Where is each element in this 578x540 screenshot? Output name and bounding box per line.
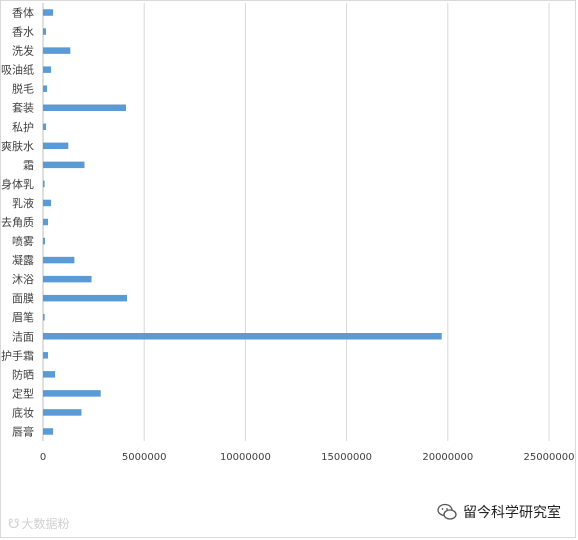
category-label: 防晒 <box>12 367 34 381</box>
bar <box>43 352 49 359</box>
bar <box>43 256 75 264</box>
x-tick-label: 15000000 <box>321 452 372 463</box>
category-label: 定型 <box>12 386 34 400</box>
category-label: 唇膏 <box>12 424 34 438</box>
watermark-right-text: 留今科学研究室 <box>463 505 561 521</box>
bar <box>43 371 56 378</box>
category-label: 香水 <box>12 26 34 39</box>
bar <box>43 237 46 245</box>
category-label: 护手霜 <box>1 348 34 362</box>
category-label: 爽肤水 <box>1 139 34 153</box>
category-label: 凝露 <box>12 253 34 267</box>
category-labels: 香体香水洗发吸油纸脱毛套装私护爽肤水霜身体乳乳液去角质喷雾凝露沐浴面膜眉笔洁面护… <box>1 6 34 439</box>
x-tick-label: 25000000 <box>524 452 575 463</box>
x-tick-label: 10000000 <box>220 452 271 463</box>
bar <box>43 428 54 435</box>
category-label: 洁面 <box>12 330 34 343</box>
watermark-mark-icon: ☋ <box>8 517 20 532</box>
bar <box>43 218 49 226</box>
bar <box>43 180 45 188</box>
category-label: 私护 <box>12 120 34 134</box>
bar <box>43 85 48 92</box>
x-tick-label: 20000000 <box>422 452 473 463</box>
category-label: 脱毛 <box>12 82 34 96</box>
bar <box>43 9 54 16</box>
category-label: 面膜 <box>12 292 34 305</box>
category-label: 眉笔 <box>12 310 34 324</box>
bar <box>43 390 101 397</box>
tick-labels: 0 5000000 10000000 15000000 20000000 25000000 <box>40 452 575 463</box>
category-label: 乳液 <box>12 196 34 210</box>
bar <box>43 199 52 207</box>
category-label: 去角质 <box>1 216 34 229</box>
category-label: 套装 <box>12 102 34 115</box>
x-tick-label: 0 <box>40 452 46 463</box>
bar <box>43 142 69 150</box>
watermark-left: ☋ 大数据粉 <box>8 517 70 532</box>
category-label: 霜 <box>23 159 34 172</box>
category-label: 吸油纸 <box>1 63 34 77</box>
bar <box>43 409 82 416</box>
bar <box>43 123 47 131</box>
category-label: 身体乳 <box>1 177 34 191</box>
bars <box>43 9 442 435</box>
bar <box>43 294 127 302</box>
bar <box>43 47 71 54</box>
bar <box>43 66 52 73</box>
gridlines <box>42 3 550 441</box>
bar <box>43 161 85 169</box>
bar <box>43 28 47 35</box>
category-label: 洗发 <box>12 44 34 58</box>
category-label: 沐浴 <box>12 273 34 286</box>
bar <box>43 313 45 321</box>
category-label: 喷雾 <box>12 235 34 248</box>
wechat-logo-icon <box>437 503 457 520</box>
bar <box>43 333 442 340</box>
category-label: 底妆 <box>12 405 34 419</box>
watermark-right: 留今科学研究室 <box>437 502 561 522</box>
bar <box>43 104 126 111</box>
x-tick-label: 5000000 <box>122 452 167 463</box>
category-label: 香体 <box>12 6 34 20</box>
bar <box>43 275 92 283</box>
